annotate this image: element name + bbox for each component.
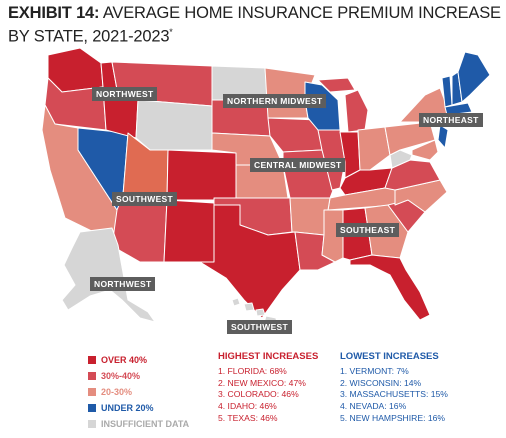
legend-item: INSUFFICIENT DATA (88, 416, 189, 432)
legend-label: 20-30% (101, 387, 133, 397)
lowest-item: 1. VERMONT: 7% (340, 366, 409, 376)
title-text: AVERAGE HOME INSURANCE PREMIUM INCREASE … (8, 4, 501, 46)
legend: OVER 40% 30%-40% 20-30% UNDER 20% INSUFFICIE… (88, 352, 189, 432)
lowest-item: 5. NEW HAMPSHIRE: 16% (340, 412, 446, 423)
lowest-list: 1. VERMONT: 7% 2. WISCONSIN: 14% 3. MASSAC… (340, 366, 448, 425)
state-maryland (411, 139, 439, 161)
region-label-southwest-hawaii: SOUTHWEST (227, 320, 293, 334)
highest-heading: HIGHEST INCREASES (218, 351, 319, 362)
state-michigan-upper (317, 77, 356, 93)
region-label-northern-midwest: NORTHERN MIDWEST (223, 94, 327, 108)
lowest-item: 2. WISCONSIN: 14% (340, 377, 422, 388)
state-new-mexico (163, 199, 215, 263)
state-new-jersey (437, 124, 449, 149)
highest-list: 1. FLORIDA: 68% 2. NEW MEXICO: 47% 3. COLO… (218, 366, 318, 425)
legend-swatch (88, 356, 96, 364)
legend-swatch (88, 372, 96, 380)
title-footnote: * (169, 27, 173, 37)
region-label-southwest: SOUTHWEST (112, 192, 178, 206)
lowest-heading: LOWEST INCREASES (340, 351, 439, 362)
legend-item: UNDER 20% (88, 400, 189, 416)
region-label-southeast: SOUTHEAST (336, 223, 400, 237)
highest-item: 3. COLORADO: 46% (218, 389, 299, 400)
highest-item: 2. NEW MEXICO: 47% (218, 377, 306, 388)
lowest-item: 3. MASSACHUSETTS: 15% (340, 389, 448, 400)
highest-item: 1. FLORIDA: 68% (218, 366, 287, 376)
legend-label: 30%-40% (101, 371, 141, 381)
highest-item: 5. TEXAS: 46% (218, 412, 278, 423)
state-florida (349, 254, 431, 321)
state-ohio (357, 126, 391, 171)
legend-item: 30%-40% (88, 368, 189, 384)
region-label-central-midwest: CENTRAL MIDWEST (250, 158, 346, 172)
lowest-item: 4. NEVADA: 16% (340, 401, 407, 412)
legend-label: OVER 40% (101, 355, 148, 365)
legend-item: OVER 40% (88, 352, 189, 368)
legend-item: 20-30% (88, 384, 189, 400)
region-label-northeast: NORTHEAST (419, 113, 483, 127)
state-massachusetts (444, 102, 473, 116)
legend-swatch (88, 404, 96, 412)
legend-swatch (88, 388, 96, 396)
lowest-increases: LOWEST INCREASES 1. VERMONT: 7% 2. WISCON… (340, 351, 448, 425)
legend-label: UNDER 20% (101, 403, 154, 413)
highest-item: 4. IDAHO: 46% (218, 401, 277, 412)
title-exhibit: EXHIBIT 14: (8, 4, 100, 22)
state-washington (47, 47, 104, 93)
highest-increases: HIGHEST INCREASES 1. FLORIDA: 68% 2. NEW … (218, 351, 318, 425)
state-michigan (344, 89, 369, 133)
legend-swatch (88, 420, 96, 428)
page-title: EXHIBIT 14: AVERAGE HOME INSURANCE PREMI… (8, 4, 503, 47)
state-maine (457, 51, 491, 103)
legend-label: INSUFFICIENT DATA (101, 419, 190, 429)
state-wyoming (135, 99, 213, 151)
state-colorado (166, 149, 237, 201)
state-texas (199, 204, 301, 319)
region-label-northwest: NORTHWEST (92, 87, 158, 101)
state-alaska (61, 227, 156, 323)
region-label-northwest-alaska: NORTHWEST (90, 277, 156, 291)
